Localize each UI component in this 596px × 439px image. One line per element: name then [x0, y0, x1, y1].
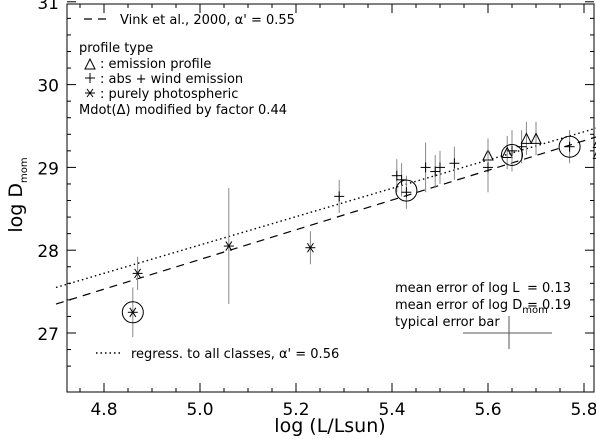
plot-frame-group: 4.85.05.25.45.65.86.06.22728293031	[37, 0, 596, 420]
x-tick-label: 5.8	[570, 400, 596, 420]
legend-emission-label: : emission profile	[100, 57, 211, 72]
plus-point	[334, 191, 345, 202]
plus-point	[391, 170, 402, 181]
typical-error-bar	[463, 316, 552, 349]
asterisk-point	[127, 307, 138, 318]
plot-frame	[66, 3, 595, 393]
plus-point	[420, 162, 431, 173]
asterisk-d2	[129, 307, 137, 318]
y-tick-label: 31	[37, 0, 59, 14]
y-tick-label: 27	[37, 325, 59, 345]
asterisk-point	[305, 242, 316, 253]
triangle-point	[501, 146, 514, 158]
legend-vink-label: Vink et al., 2000, α' = 0.55	[120, 13, 295, 28]
plus-point	[401, 187, 412, 198]
y-tick-label: 30	[37, 77, 59, 97]
highlight-circle	[501, 143, 523, 166]
fit-lines-group	[55, 127, 596, 305]
legend-triangle-icon	[84, 57, 96, 70]
triangle-point	[530, 132, 542, 144]
legend-abs-wind-label: : abs + wind emission	[100, 72, 243, 87]
x-tick-label: 5.2	[282, 400, 309, 420]
x-tick-label: 5.0	[186, 400, 213, 420]
legend-photospheric-label: : purely photospheric	[100, 87, 238, 102]
legend-plus-icon	[85, 73, 95, 83]
highlight-circle	[558, 135, 581, 158]
error-logl-label: mean error of log L	[395, 281, 520, 296]
y-tick-label: 29	[37, 159, 59, 179]
asterisk-d2	[134, 268, 142, 279]
plus-point	[564, 141, 575, 152]
plus-point	[483, 162, 493, 173]
triangle-point	[520, 132, 533, 144]
plus-point	[507, 145, 517, 156]
y-axis-title: log Dmom	[5, 157, 30, 232]
x-tick-label: 4.8	[90, 400, 117, 420]
regression-legend: regress. to all classes, α' = 0.56	[96, 347, 339, 362]
asterisk-d2	[306, 242, 314, 253]
highlight-circle	[121, 301, 144, 324]
legend-profile-title: profile type	[79, 41, 153, 56]
x-tick-label: 5.4	[378, 400, 405, 420]
data-points-group	[121, 121, 596, 338]
legend-mdot-note: Mdot(Δ) modified by factor 0.44	[79, 103, 287, 118]
legend-asterisk-icon	[85, 88, 95, 98]
regression-fit-line	[55, 127, 596, 289]
vink-fit-line	[55, 136, 596, 305]
highlight-circle	[395, 179, 418, 202]
y-tick-label: 28	[37, 242, 59, 262]
x-tick-label: 5.6	[474, 400, 501, 420]
plus-point	[430, 166, 441, 177]
legend: Vink et al., 2000, α' = 0.55 profile typ…	[79, 13, 295, 118]
regression-label: regress. to all classes, α' = 0.56	[131, 347, 339, 362]
plus-point	[449, 158, 460, 169]
asterisk-d2	[225, 241, 233, 251]
error-logd-label: mean error of log Dmom	[395, 298, 548, 316]
error-annotation: mean error of log L = 0.13 mean error of…	[395, 281, 571, 349]
plus-point	[435, 162, 445, 173]
error-logd-value: = 0.19	[527, 298, 571, 313]
x-axis-title: log (L/Lsun)	[274, 415, 385, 437]
asterisk-point	[223, 241, 234, 251]
error-logl-value: = 0.13	[527, 281, 571, 296]
asterisk-point	[132, 268, 143, 279]
typical-error-bar-label: typical error bar	[395, 315, 500, 330]
